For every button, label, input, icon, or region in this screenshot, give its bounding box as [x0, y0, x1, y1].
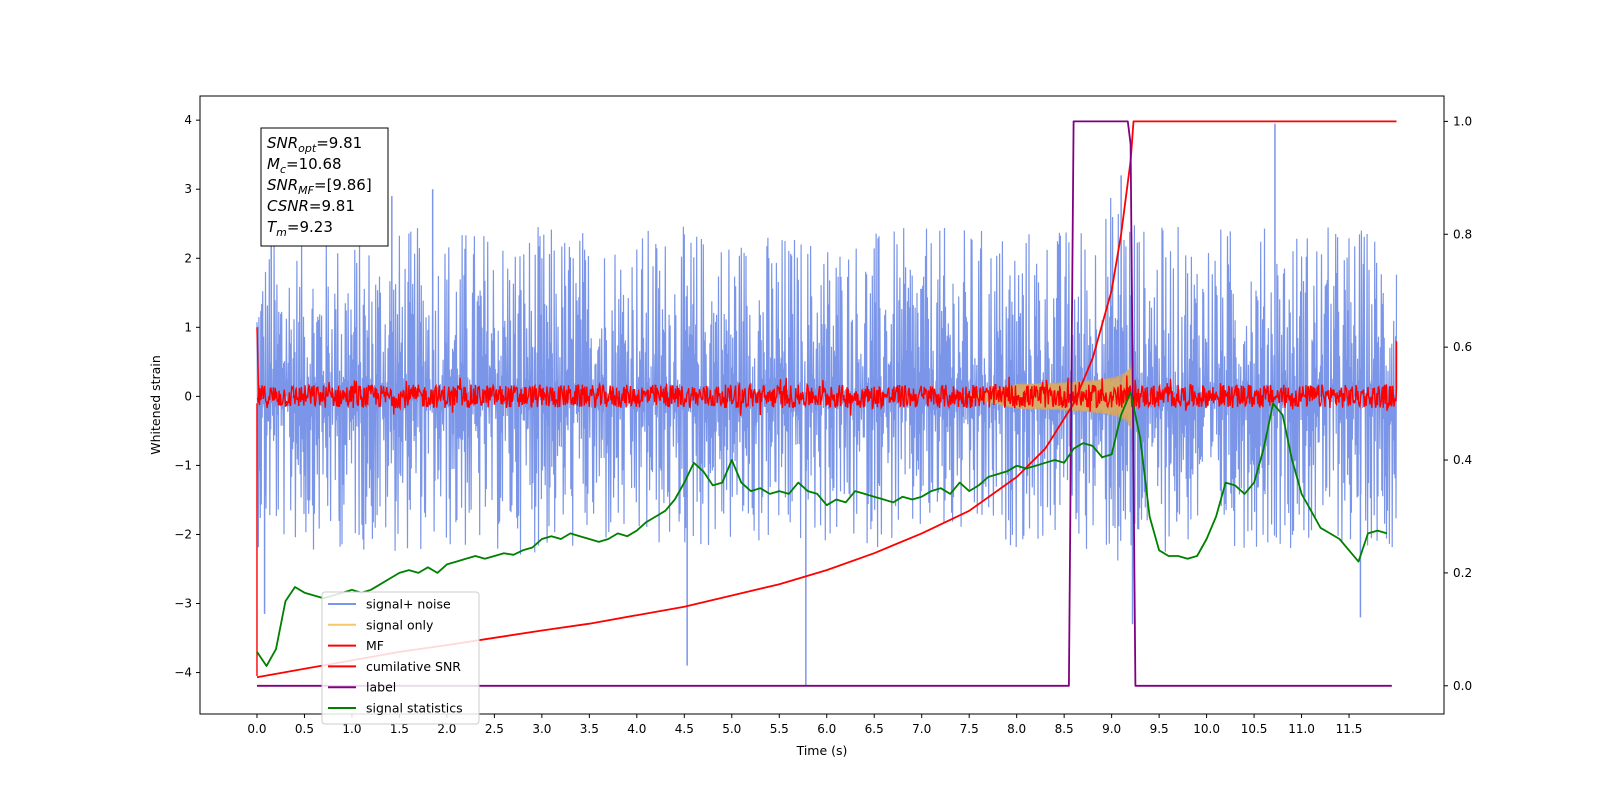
y-tick-label: −4: [174, 666, 192, 680]
x-tick-label: 5.0: [722, 722, 741, 736]
legend: signal+ noise signal only MF cumilative SNR…: [321, 591, 480, 725]
x-tick-label: 3.5: [580, 722, 599, 736]
legend-label-signal-only: signal only: [366, 617, 434, 632]
x-tick-label: 2.5: [485, 722, 504, 736]
signal-noise-layer: [256, 123, 1398, 687]
signal-statistics-line: [256, 391, 1388, 667]
stats-subscript: MF: [298, 184, 314, 197]
x-axis-title: Time (s): [796, 743, 848, 758]
x-tick-label: 7.5: [960, 722, 979, 736]
y-tick-label: −1: [174, 458, 192, 472]
x-tick-label: 8.0: [1007, 722, 1026, 736]
y-axis-right: 0.0 0.2 0.4 0.6 0.8 1.0: [1444, 114, 1472, 693]
stats-box-frame: [260, 127, 389, 247]
x-tick-label: 1.0: [342, 722, 361, 736]
x-tick-label: 1.5: [390, 722, 409, 736]
mf-layer: [256, 327, 1398, 677]
y2-tick-label: 0.2: [1453, 566, 1472, 580]
y2-tick-label: 0.0: [1453, 679, 1472, 693]
y2-tick-label: 1.0: [1453, 114, 1472, 128]
x-tick-label: 8.5: [1055, 722, 1074, 736]
stats-symbol: M: [267, 155, 280, 173]
x-tick-label: 4.5: [675, 722, 694, 736]
x-tick-label: 0.0: [247, 722, 266, 736]
stats-annotation-box: SNRopt=9.81Mc=10.68SNRMF=[9.86]CSNR=9.81…: [260, 127, 389, 247]
stats-line: Mc=10.68: [267, 155, 342, 176]
stats-subscript: opt: [298, 142, 317, 155]
stats-value: =9.81: [316, 134, 362, 152]
x-tick-label: 9.0: [1102, 722, 1121, 736]
y-tick-label: 2: [184, 251, 192, 265]
legend-label-label: label: [366, 680, 396, 695]
stats-value: =10.68: [286, 155, 342, 173]
stats-line: CSNR=9.81: [267, 197, 355, 215]
legend-label-signal-noise: signal+ noise: [366, 597, 451, 612]
x-tick-label: 6.0: [817, 722, 836, 736]
stats-subscript: c: [280, 163, 286, 176]
x-tick-label: 11.5: [1336, 722, 1363, 736]
plot-frame: [199, 95, 1445, 715]
signal-noise-trace: [256, 197, 1398, 561]
legend-label-signal-statistics: signal statistics: [366, 701, 463, 716]
x-tick-label: 2.0: [437, 722, 456, 736]
stats-value: =9.23: [287, 218, 333, 236]
stats-symbol: T: [267, 218, 278, 236]
stats-symbol: CSNR: [267, 197, 309, 215]
x-tick-label: 5.5: [770, 722, 789, 736]
y2-tick-label: 0.4: [1453, 453, 1472, 467]
y-tick-label: 4: [184, 113, 192, 127]
mf-trace: [256, 327, 1398, 416]
stats-line: SNRMF=[9.86]: [267, 176, 372, 197]
signal-only-envelope: [959, 344, 1134, 449]
stats-symbol: SNR: [267, 134, 298, 152]
y-tick-label: −3: [174, 597, 192, 611]
stats-symbol: SNR: [267, 176, 298, 194]
x-tick-label: 0.5: [295, 722, 314, 736]
x-axis: 0.0 0.5 1.0 1.5 2.0 2.5 3.0 3.5 4.0 4.5 5.0 5.5 6.0 6…: [247, 714, 1362, 736]
y-axis-left: −4 −3 −2 −1 0 1 2 3 4: [174, 113, 200, 680]
legend-frame: [321, 591, 480, 725]
x-tick-label: 6.5: [865, 722, 884, 736]
x-tick-label: 10.5: [1241, 722, 1268, 736]
x-tick-label: 3.0: [532, 722, 551, 736]
x-tick-label: 9.5: [1150, 722, 1169, 736]
legend-label-mf: MF: [366, 638, 384, 653]
legend-label-cumilative-snr: cumilative SNR: [366, 659, 461, 674]
label-line: [257, 120, 1392, 687]
y-tick-label: 1: [184, 320, 192, 334]
stats-subscript: m: [276, 226, 287, 239]
stats-line: Tm=9.23: [267, 218, 333, 239]
stats-value: =[9.86]: [314, 176, 372, 194]
y2-tick-label: 0.6: [1453, 340, 1472, 354]
stats-value: =9.81: [309, 197, 355, 215]
stats-line: SNRopt=9.81: [267, 134, 362, 155]
y2-tick-label: 0.8: [1453, 227, 1472, 241]
x-tick-label: 4.0: [627, 722, 646, 736]
y-tick-label: 3: [184, 182, 192, 196]
y-tick-label: −2: [174, 527, 192, 541]
y-tick-label: 0: [184, 389, 192, 403]
x-tick-label: 7.0: [912, 722, 931, 736]
x-tick-label: 10.0: [1193, 722, 1220, 736]
y-axis-title: Whitened strain: [148, 355, 163, 454]
x-tick-label: 11.0: [1288, 722, 1315, 736]
